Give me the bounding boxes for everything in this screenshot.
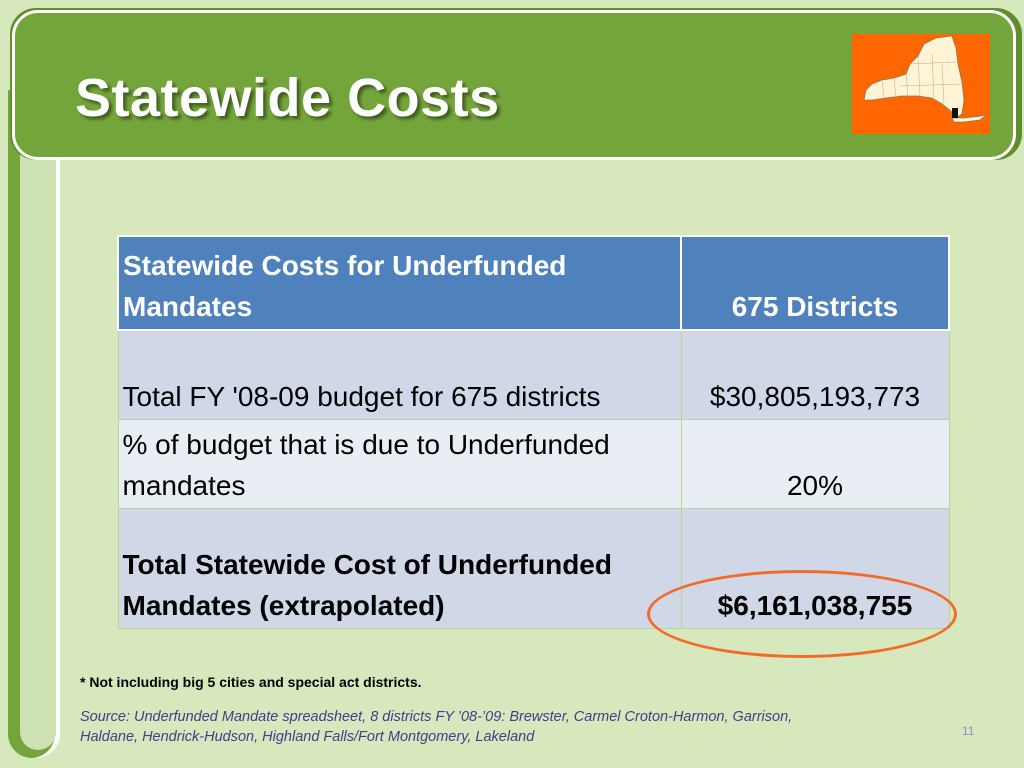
header-value-cell: 675 Districts	[680, 235, 950, 331]
table-row-total: Total Statewide Cost of Underfunded Mand…	[117, 508, 950, 629]
left-accent-bar-inner	[20, 90, 56, 750]
ny-county-lines	[881, 53, 963, 105]
statewide-costs-table: Statewide Costs for Underfunded Mandates…	[117, 235, 950, 629]
left-accent-bar	[8, 90, 58, 758]
footnote: * Not including big 5 cities and special…	[80, 674, 422, 690]
table-header-row: Statewide Costs for Underfunded Mandates…	[117, 235, 950, 331]
table-row: Total FY '08-09 budget for 675 districts…	[117, 329, 950, 420]
table-row: % of budget that is due to Underfunded m…	[117, 419, 950, 509]
slide-title: Statewide Costs	[75, 68, 500, 128]
title-banner: Statewide Costs	[12, 10, 1016, 160]
highlighted-region	[952, 108, 958, 118]
total-cost-highlight-circle	[647, 570, 957, 658]
page-number: 11	[962, 724, 975, 738]
row-label-cell: Total FY '08-09 budget for 675 districts	[117, 329, 682, 420]
source-citation: Source: Underfunded Mandate spreadsheet,…	[80, 709, 793, 745]
ny-map-graphic	[863, 35, 989, 123]
long-island-shape	[951, 113, 989, 123]
new-york-state-map-icon	[852, 34, 990, 134]
row-label-cell: Total Statewide Cost of Underfunded Mand…	[117, 508, 682, 629]
row-value-cell: $30,805,193,773	[680, 329, 950, 420]
row-value-cell: 20%	[680, 419, 950, 509]
header-label-cell: Statewide Costs for Underfunded Mandates	[117, 235, 682, 331]
row-label-cell: % of budget that is due to Underfunded m…	[117, 419, 682, 509]
ny-state-shape	[863, 35, 965, 119]
